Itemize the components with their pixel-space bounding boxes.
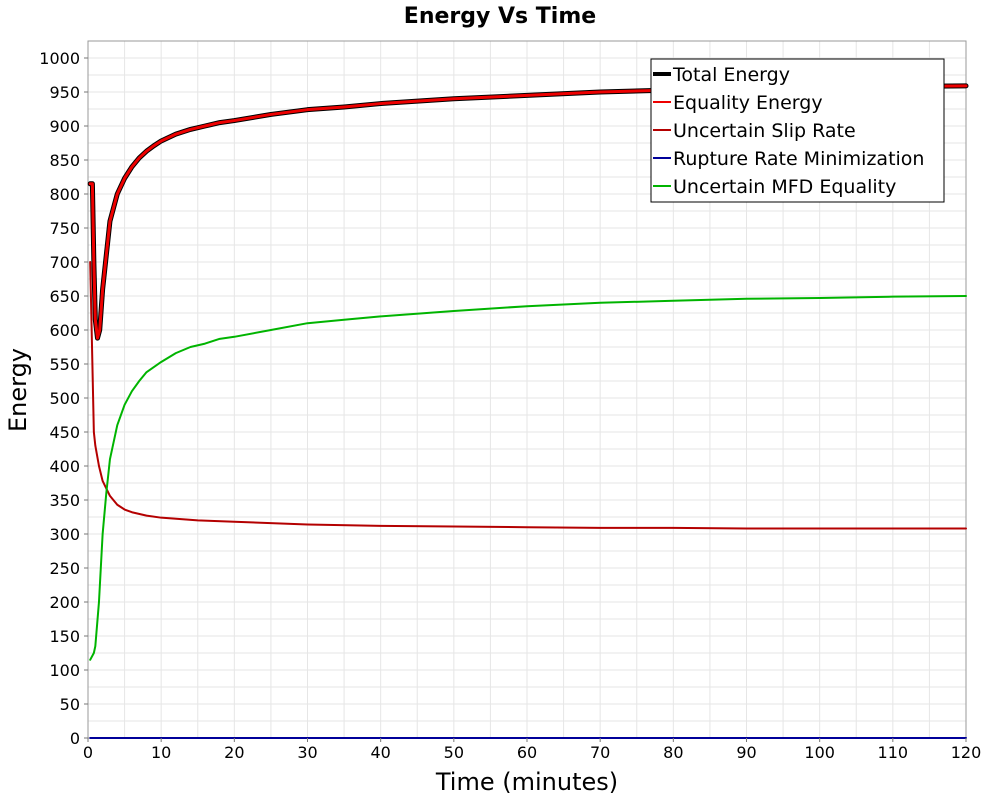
series-line-uncertain-slip-rate — [89, 261, 967, 530]
y-tick-label: 600 — [49, 321, 80, 340]
x-tick-label: 40 — [370, 743, 390, 762]
legend-label-total-energy: Total Energy — [672, 64, 790, 86]
x-tick-label: 10 — [151, 743, 171, 762]
y-tick-label: 800 — [49, 185, 80, 204]
x-tick-label: 20 — [224, 743, 244, 762]
y-tick-label: 950 — [49, 83, 80, 102]
x-tick-label: 120 — [951, 743, 982, 762]
series-line-uncertain-mfd-equality — [89, 295, 967, 661]
y-tick-label: 650 — [49, 287, 80, 306]
y-tick-label: 300 — [49, 525, 80, 544]
series-line-equality-energy — [88, 84, 968, 340]
y-tick-label: 150 — [49, 627, 80, 646]
legend: Total Energy Equality Energy Uncertain Sli… — [650, 58, 945, 203]
y-tick-label: 0 — [70, 729, 80, 748]
y-tick-label: 700 — [49, 253, 80, 272]
x-tick-label: 80 — [663, 743, 683, 762]
x-tick-label: 90 — [736, 743, 756, 762]
y-tick-label: 100 — [49, 661, 80, 680]
axes: 0 10 20 30 40 50 60 70 80 90 100 110 120 0 50 100 150 200… — [39, 49, 981, 762]
x-tick-label: 50 — [444, 743, 464, 762]
y-tick-label: 50 — [60, 695, 80, 714]
x-axis-title: Time (minutes) — [435, 768, 618, 796]
y-tick-label: 350 — [49, 491, 80, 510]
chart-title: Energy Vs Time — [404, 4, 596, 29]
legend-label-uncertain-slip-rate: Uncertain Slip Rate — [673, 120, 856, 142]
x-tick-label: 110 — [878, 743, 909, 762]
x-tick-label: 0 — [83, 743, 93, 762]
legend-label-uncertain-mfd-equality: Uncertain MFD Equality — [673, 176, 896, 198]
legend-label-equality-energy: Equality Energy — [673, 92, 823, 114]
x-tick-label: 30 — [297, 743, 317, 762]
y-tick-label: 500 — [49, 389, 80, 408]
y-tick-label: 850 — [49, 151, 80, 170]
y-tick-label: 400 — [49, 457, 80, 476]
y-tick-label: 550 — [49, 355, 80, 374]
x-tick-label: 100 — [804, 743, 835, 762]
y-tick-label: 250 — [49, 559, 80, 578]
x-tick-label: 70 — [590, 743, 610, 762]
grid — [87, 40, 967, 739]
y-axis-title: Energy — [4, 348, 32, 432]
legend-label-rupture-rate-minimization: Rupture Rate Minimization — [673, 148, 924, 170]
y-tick-label: 750 — [49, 219, 80, 238]
y-tick-label: 900 — [49, 117, 80, 136]
x-tick-label: 60 — [517, 743, 537, 762]
legend-box — [650, 58, 945, 203]
y-tick-label: 1000 — [39, 49, 80, 68]
y-tick-label: 450 — [49, 423, 80, 442]
y-tick-label: 200 — [49, 593, 80, 612]
